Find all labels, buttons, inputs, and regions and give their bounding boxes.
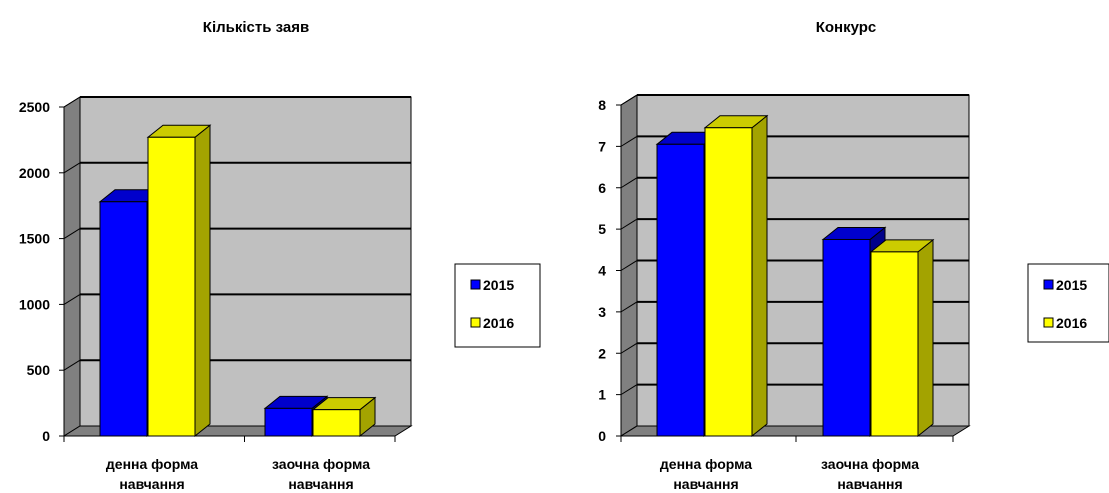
- y-tick-label: 1: [598, 387, 606, 403]
- bar-2016-2: [311, 396, 377, 438]
- gridline-side: [620, 177, 638, 189]
- y-tick-label: 4: [598, 263, 606, 279]
- x-tick-label: денна форма навчання: [106, 456, 198, 492]
- chart-title: Конкурс: [816, 19, 877, 36]
- gridline-side: [63, 359, 81, 371]
- y-tick-label: 5: [598, 221, 606, 237]
- x-tick-label: денна форма навчання: [660, 456, 752, 492]
- bar-front: [656, 143, 705, 437]
- bar-2016-1: [146, 124, 212, 438]
- y-tick-label: 6: [598, 180, 606, 196]
- gridline-side: [63, 96, 81, 108]
- legend-swatch: [1043, 317, 1054, 328]
- legend-label: 2015: [483, 277, 514, 293]
- y-tick-label: 2000: [19, 165, 50, 181]
- chart-title: Кількість заяв: [203, 19, 309, 36]
- bar-front: [312, 409, 361, 437]
- bar-side: [751, 114, 768, 438]
- gridline-side: [620, 301, 638, 313]
- bar-side: [194, 124, 211, 438]
- legend: 2015 2016: [1027, 263, 1109, 343]
- gridline-side: [620, 384, 638, 396]
- x-tick-label: заочна форма навчання: [272, 456, 370, 492]
- y-tick-label: 1500: [19, 231, 50, 247]
- gridline-side: [620, 218, 638, 230]
- legend: 2015 2016: [454, 263, 541, 348]
- gridline-side: [620, 135, 638, 147]
- chart-2: Конкурс 0 1 2 3 4 5 6 7 8 денна форма навчання заочн…: [598, 19, 1109, 492]
- y-tick-label: 0: [598, 428, 606, 444]
- bar-front: [704, 127, 753, 437]
- legend-label: 2016: [1056, 315, 1087, 331]
- y-tick-label: 500: [27, 362, 51, 378]
- bar-2016-1: [703, 114, 769, 438]
- legend-swatch: [470, 317, 481, 328]
- legend-swatch: [470, 279, 481, 290]
- legend-box: [1027, 263, 1109, 343]
- gridline-side: [63, 162, 81, 174]
- plot-side-wall: [63, 96, 81, 437]
- gridline-side: [620, 260, 638, 271]
- chart-1: Кількість заяв 0 500 1000 1500 2000 2500 денна …: [19, 19, 541, 492]
- bar-side: [917, 238, 934, 438]
- bar-front: [870, 251, 919, 437]
- x-tick-label: заочна форма навчання: [821, 456, 919, 492]
- y-tick-label: 0: [42, 428, 50, 444]
- y-tick-label: 3: [598, 304, 606, 320]
- legend-swatch: [1043, 279, 1054, 290]
- y-tick-label: 1000: [19, 296, 50, 312]
- y-tick-label: 2500: [19, 99, 50, 115]
- y-tick-label: 7: [598, 138, 606, 154]
- gridline-side: [620, 342, 638, 354]
- y-tick-label: 8: [598, 97, 606, 113]
- legend-label: 2016: [483, 315, 514, 331]
- bar-front: [99, 201, 148, 437]
- legend-label: 2015: [1056, 277, 1087, 293]
- gridline-side: [63, 293, 81, 305]
- bar-2016-2: [869, 238, 935, 438]
- bar-front: [822, 238, 871, 437]
- y-tick-label: 2: [598, 345, 606, 361]
- legend-box: [454, 263, 541, 348]
- bar-front: [147, 136, 196, 437]
- gridline-side: [620, 94, 638, 106]
- bar-front: [264, 407, 313, 437]
- gridline-side: [63, 228, 81, 240]
